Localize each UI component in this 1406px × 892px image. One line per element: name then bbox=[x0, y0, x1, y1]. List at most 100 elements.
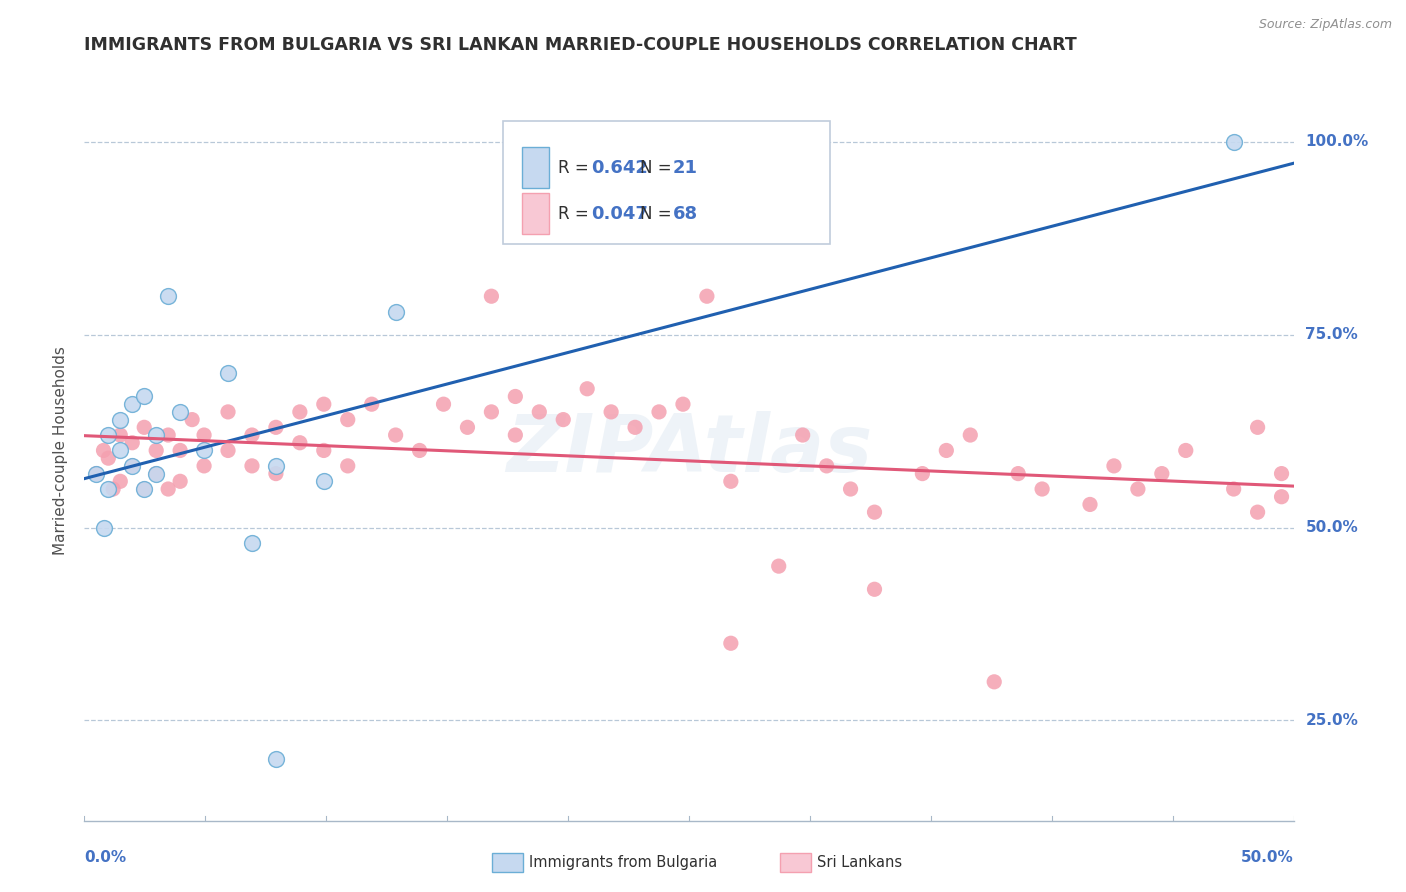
Point bbox=[481, 289, 503, 303]
Text: N =: N = bbox=[640, 204, 676, 222]
Point bbox=[672, 397, 695, 411]
Point bbox=[145, 428, 167, 442]
Point bbox=[145, 467, 167, 481]
Point bbox=[935, 443, 957, 458]
Point bbox=[1222, 135, 1244, 149]
Point bbox=[288, 405, 311, 419]
Point bbox=[1174, 443, 1197, 458]
Point bbox=[121, 458, 143, 473]
Point bbox=[481, 405, 503, 419]
Point bbox=[169, 475, 191, 489]
Point bbox=[863, 505, 886, 519]
Text: 100.0%: 100.0% bbox=[1306, 135, 1369, 150]
Point bbox=[240, 536, 263, 550]
Text: 21: 21 bbox=[672, 159, 697, 177]
Point bbox=[1270, 467, 1292, 481]
Point bbox=[1246, 420, 1268, 434]
Point bbox=[110, 443, 132, 458]
Point bbox=[110, 475, 132, 489]
Point bbox=[839, 482, 862, 496]
Point bbox=[720, 475, 742, 489]
Point bbox=[529, 405, 551, 419]
Point bbox=[624, 420, 647, 434]
Point bbox=[1222, 482, 1244, 496]
Point bbox=[110, 412, 132, 426]
Y-axis label: Married-couple Households: Married-couple Households bbox=[52, 346, 67, 555]
Point bbox=[696, 289, 718, 303]
Point bbox=[288, 435, 311, 450]
Text: 50.0%: 50.0% bbox=[1306, 520, 1358, 535]
Point bbox=[720, 636, 742, 650]
Point bbox=[360, 397, 382, 411]
Point bbox=[97, 428, 120, 442]
Text: 0.0%: 0.0% bbox=[84, 850, 127, 865]
Point bbox=[169, 405, 191, 419]
Point bbox=[983, 674, 1005, 689]
Point bbox=[1007, 467, 1029, 481]
Point bbox=[384, 304, 406, 318]
Point bbox=[193, 458, 215, 473]
Point bbox=[121, 435, 143, 450]
Text: R =: R = bbox=[558, 159, 595, 177]
Point bbox=[86, 467, 108, 481]
Point bbox=[110, 428, 132, 442]
Point bbox=[959, 428, 981, 442]
Point bbox=[312, 397, 335, 411]
Point bbox=[336, 412, 359, 426]
Point bbox=[193, 443, 215, 458]
Point bbox=[553, 412, 575, 426]
Point bbox=[134, 482, 156, 496]
Point bbox=[312, 475, 335, 489]
Point bbox=[576, 382, 599, 396]
Text: Sri Lankans: Sri Lankans bbox=[817, 855, 903, 870]
Point bbox=[505, 428, 527, 442]
Point bbox=[134, 482, 156, 496]
Point bbox=[101, 482, 124, 496]
Point bbox=[264, 458, 287, 473]
Point bbox=[193, 428, 215, 442]
Point bbox=[911, 467, 934, 481]
Point bbox=[264, 420, 287, 434]
Text: 0.047: 0.047 bbox=[591, 204, 648, 222]
Text: Immigrants from Bulgaria: Immigrants from Bulgaria bbox=[529, 855, 717, 870]
Point bbox=[384, 428, 406, 442]
Point bbox=[505, 389, 527, 403]
Point bbox=[336, 458, 359, 473]
Text: Source: ZipAtlas.com: Source: ZipAtlas.com bbox=[1258, 18, 1392, 31]
Point bbox=[157, 289, 180, 303]
Point bbox=[217, 367, 239, 381]
Point bbox=[157, 428, 180, 442]
Point bbox=[217, 443, 239, 458]
Point bbox=[134, 389, 156, 403]
Point bbox=[863, 582, 886, 597]
Point bbox=[1270, 490, 1292, 504]
Text: 75.0%: 75.0% bbox=[1306, 327, 1358, 343]
Point bbox=[1031, 482, 1053, 496]
Point bbox=[181, 412, 204, 426]
Point bbox=[1150, 467, 1173, 481]
Point bbox=[264, 752, 287, 766]
Point bbox=[145, 443, 167, 458]
Point bbox=[93, 520, 115, 534]
Point bbox=[456, 420, 478, 434]
Text: IMMIGRANTS FROM BULGARIA VS SRI LANKAN MARRIED-COUPLE HOUSEHOLDS CORRELATION CHA: IMMIGRANTS FROM BULGARIA VS SRI LANKAN M… bbox=[84, 36, 1077, 54]
Point bbox=[121, 397, 143, 411]
Point bbox=[157, 482, 180, 496]
Point bbox=[792, 428, 814, 442]
Point bbox=[1126, 482, 1149, 496]
Point bbox=[240, 458, 263, 473]
Point bbox=[600, 405, 623, 419]
Point bbox=[1246, 505, 1268, 519]
Point bbox=[86, 467, 108, 481]
Point bbox=[648, 405, 671, 419]
Text: 68: 68 bbox=[672, 204, 697, 222]
Text: 25.0%: 25.0% bbox=[1306, 713, 1358, 728]
Text: ZIPAtlas: ZIPAtlas bbox=[506, 411, 872, 490]
Point bbox=[1078, 498, 1101, 512]
Point bbox=[432, 397, 454, 411]
Point bbox=[121, 458, 143, 473]
Text: 50.0%: 50.0% bbox=[1240, 850, 1294, 865]
Point bbox=[240, 428, 263, 442]
Point bbox=[97, 482, 120, 496]
Point bbox=[169, 443, 191, 458]
